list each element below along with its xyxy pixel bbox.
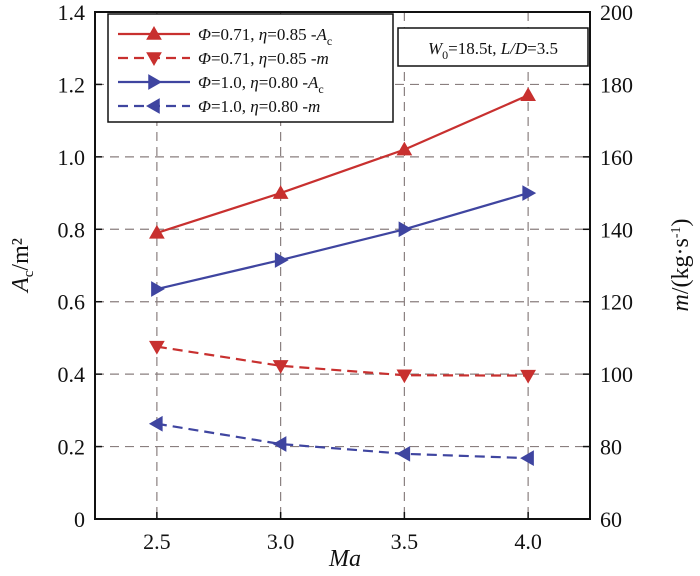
- annotation-w-sub: 0: [442, 48, 448, 62]
- annotation-box: [397, 27, 589, 67]
- y-axis-left-label: Ac/m²: [8, 238, 37, 294]
- legend-suffix-sub: c: [318, 82, 323, 96]
- legend-phi-value: =0.71,: [211, 49, 259, 68]
- legend-eta: η: [250, 73, 258, 92]
- y-left-tick-label: 0.4: [58, 362, 86, 387]
- y-left-tick-label: 0: [74, 507, 85, 532]
- annotation-w: W: [428, 39, 444, 58]
- legend-phi: Φ: [198, 97, 211, 116]
- y-right-tick-label: 120: [600, 290, 633, 315]
- x-tick-label: 3.5: [391, 529, 419, 554]
- y-axis-left-label-sub: c: [21, 270, 37, 277]
- y-right-tick-label: 160: [600, 145, 633, 170]
- series-4-point: [520, 450, 534, 467]
- x-tick-label: 4.0: [514, 529, 542, 554]
- legend-marker-3: [148, 74, 163, 90]
- legend-eta-value: =0.80: [259, 97, 298, 116]
- y-left-tick-label: 0.8: [58, 217, 86, 242]
- series-3-point: [274, 252, 289, 268]
- annotation-ld-val: =3.5: [527, 39, 558, 58]
- series-3-point: [522, 185, 537, 201]
- annotation: W0=18.5t, L/D=3.5: [397, 27, 589, 67]
- y-right-tick-label: 140: [600, 217, 633, 242]
- annotation-w-val: =18.5t,: [448, 39, 501, 58]
- series-2-point: [149, 340, 165, 355]
- x-tick-label: 2.5: [143, 529, 171, 554]
- legend-label-3: Φ=1.0, η=0.80 -Ac: [198, 73, 324, 96]
- legend-phi-value: =1.0,: [211, 73, 250, 92]
- y-left-tick-label: 1.0: [58, 145, 86, 170]
- series-1-point: [396, 141, 413, 156]
- y-right-tick-label: 100: [600, 362, 633, 387]
- y-axis-right-label: m/(kg·s-1): [668, 218, 694, 311]
- y-left-tick-label: 0.6: [58, 290, 86, 315]
- legend-label-4: Φ=1.0, η=0.80 -m: [198, 97, 320, 116]
- y-left-tick-label: 1.2: [58, 72, 86, 97]
- legend-phi: Φ: [198, 25, 211, 44]
- series-4-point: [272, 436, 287, 452]
- y-left-tick-label: 0.2: [58, 435, 86, 460]
- legend-phi: Φ: [198, 73, 211, 92]
- y-axis-right-label-var: m: [668, 294, 694, 311]
- x-axis-label: Ma: [328, 546, 361, 572]
- series-line-2: [156, 345, 529, 377]
- series-2-point: [272, 360, 289, 374]
- legend-suffix: -m: [307, 49, 329, 68]
- legend-suffix: -A: [298, 73, 319, 92]
- legend-suffix-sub: c: [327, 34, 332, 48]
- y-axis-left-label-unit: /m²: [8, 238, 34, 271]
- legend-phi: Φ: [198, 49, 211, 68]
- legend-items: Φ=0.71, η=0.85 -AcΦ=0.71, η=0.85 -mΦ=1.0…: [118, 25, 332, 116]
- legend-marker-1: [146, 25, 162, 40]
- y-axis-right-label-exp: -1: [669, 226, 684, 238]
- series-line-3: [156, 192, 529, 291]
- y-axis-right-label-unit: /(kg·s: [668, 238, 694, 294]
- y-axis-left-label-main: A: [8, 277, 34, 294]
- legend-eta-value: =0.80: [259, 73, 298, 92]
- series-2-point: [520, 369, 536, 384]
- y-right-tick-label: 80: [600, 435, 622, 460]
- y-left-tick-label: 1.4: [58, 0, 86, 25]
- legend-phi-value: =0.71,: [211, 25, 259, 44]
- series-line-1: [156, 94, 529, 234]
- legend-label-2: Φ=0.71, η=0.85 -m: [198, 49, 329, 68]
- legend-marker-4: [145, 98, 160, 114]
- legend-eta: η: [259, 25, 267, 44]
- legend-eta-value: =0.85: [267, 25, 306, 44]
- series-3-point: [151, 281, 165, 297]
- annotation-text: W0=18.5t, L/D=3.5: [428, 39, 558, 62]
- series-3-point: [398, 221, 413, 238]
- series-2-point: [396, 369, 413, 384]
- y-right-tick-label: 180: [600, 72, 633, 97]
- legend-suffix: -A: [307, 25, 328, 44]
- x-tick-label: 3.0: [267, 529, 295, 554]
- series-layer: [148, 87, 537, 467]
- y-axis-right-label-close: ): [668, 218, 694, 226]
- legend-label-1: Φ=0.71, η=0.85 -Ac: [198, 25, 332, 48]
- legend-phi-value: =1.0,: [211, 97, 250, 116]
- legend-marker-2: [146, 52, 162, 67]
- legend-eta: η: [250, 97, 258, 116]
- series-4-point: [148, 415, 163, 432]
- legend: Φ=0.71, η=0.85 -AcΦ=0.71, η=0.85 -mΦ=1.0…: [107, 13, 394, 123]
- series-4-point: [396, 445, 411, 462]
- legend-suffix: -m: [298, 97, 320, 116]
- y-right-tick-label: 60: [600, 507, 622, 532]
- ticks-layer: 0 60 0.2 80 0.4 100 0.6 120 0.8 140 1.0 160 1.2 180 1.…: [58, 0, 634, 554]
- series-1-point: [272, 185, 289, 199]
- y-right-tick-label: 200: [600, 0, 633, 25]
- plot-frame: [94, 11, 591, 520]
- series-1-point: [149, 224, 165, 239]
- annotation-ld: L/D: [500, 39, 528, 58]
- legend-eta: η: [259, 49, 267, 68]
- series-line-4: [156, 422, 529, 460]
- series-1-point: [520, 87, 536, 102]
- legend-eta-value: =0.85: [267, 49, 306, 68]
